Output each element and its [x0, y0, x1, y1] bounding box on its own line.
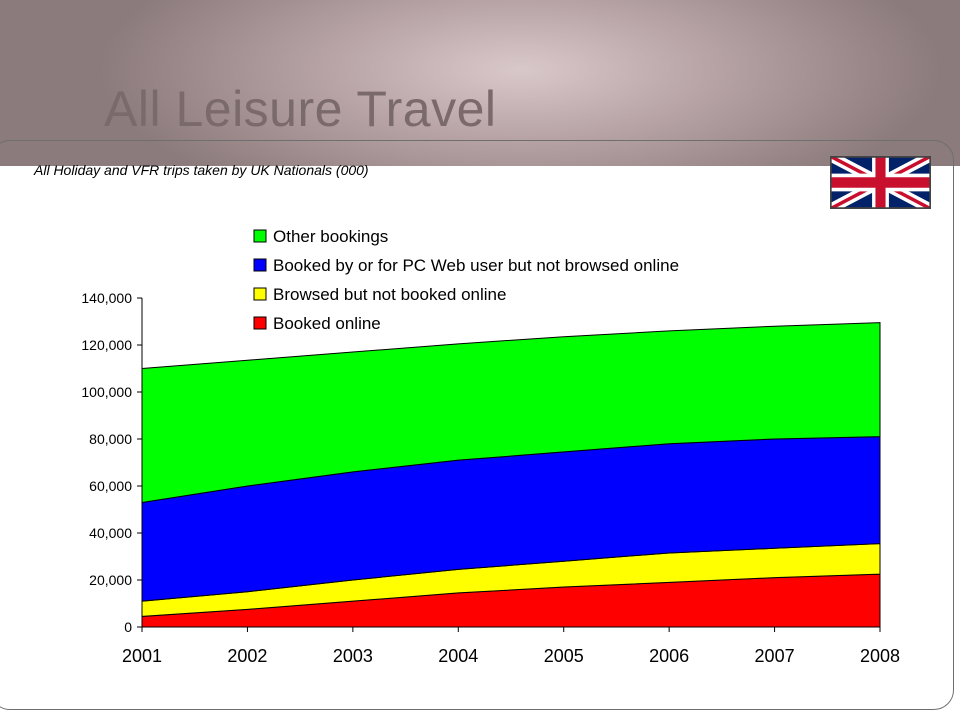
title-banner	[0, 0, 960, 166]
x-tick-label: 2005	[544, 646, 584, 666]
page-title: All Leisure Travel	[104, 81, 497, 137]
y-tick-label: 20,000	[89, 572, 132, 588]
x-tick-label: 2004	[438, 646, 478, 666]
legend-swatch	[253, 258, 267, 272]
y-tick-label: 140,000	[81, 290, 132, 306]
y-tick-label: 120,000	[81, 337, 132, 353]
legend-swatch	[253, 316, 267, 330]
x-tick-label: 2008	[860, 646, 900, 666]
legend-label: Browsed but not booked online	[273, 285, 506, 304]
legend-label: Other bookings	[273, 227, 388, 246]
x-tick-label: 2003	[333, 646, 373, 666]
content-frame	[0, 140, 954, 710]
y-tick-label: 60,000	[89, 478, 132, 494]
x-tick-label: 2001	[122, 646, 162, 666]
legend-swatch	[253, 229, 267, 243]
area-series-3	[141, 322, 881, 504]
x-tick-label: 2002	[227, 646, 267, 666]
legend-swatch	[253, 287, 267, 301]
uk-flag-icon	[830, 156, 931, 209]
legend-label: Booked by or for PC Web user but not bro…	[273, 256, 679, 275]
y-tick-label: 0	[124, 619, 132, 635]
y-tick-label: 80,000	[89, 431, 132, 447]
y-tick-label: 100,000	[81, 384, 132, 400]
chart-subtitle: All Holiday and VFR trips taken by UK Na…	[34, 162, 369, 178]
x-tick-label: 2006	[649, 646, 689, 666]
y-tick-label: 40,000	[89, 525, 132, 541]
x-tick-label: 2007	[755, 646, 795, 666]
legend-label: Booked online	[273, 314, 381, 333]
